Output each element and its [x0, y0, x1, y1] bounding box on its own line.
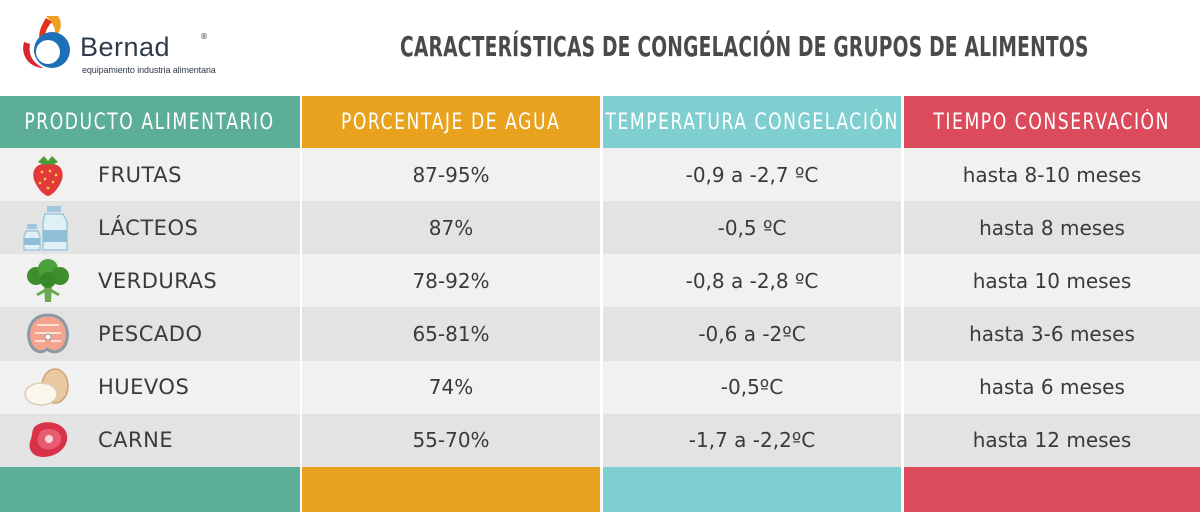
- product-label: LÁCTEOS: [98, 215, 199, 240]
- product-label: VERDURAS: [98, 268, 218, 293]
- footer-bar-conservation-time: [904, 467, 1200, 512]
- table-row: VERDURAS: [0, 254, 300, 308]
- product-label: PESCADO: [98, 322, 203, 347]
- header-water: PORCENTAJE DE AGUA: [302, 96, 600, 158]
- header-conservation-time: TIEMPO CONSERVACIÓN: [904, 96, 1200, 158]
- footer-bar-temperature: [603, 467, 901, 512]
- table-cell: -0,5 ºC: [603, 201, 901, 255]
- brand-tagline: equipamiento industria alimentaria: [82, 65, 216, 75]
- column-product: PRODUCTO ALIMENTARIO FRUTAS: [0, 96, 300, 512]
- table-cell: hasta 12 meses: [904, 413, 1200, 467]
- brand-name: Bernad: [80, 32, 171, 62]
- eggs-icon: [22, 363, 74, 411]
- table-cell: -0,6 a -2ºC: [603, 307, 901, 361]
- product-label: FRUTAS: [98, 162, 182, 187]
- product-label: HUEVOS: [98, 375, 190, 400]
- column-conservation-time: TIEMPO CONSERVACIÓN hasta 8-10 meses has…: [904, 96, 1200, 512]
- table-row: HUEVOS: [0, 360, 300, 414]
- table-cell: 78-92%: [302, 254, 600, 308]
- freezing-table: PRODUCTO ALIMENTARIO FRUTAS: [0, 96, 1200, 512]
- bernad-logo-icon: [23, 16, 70, 68]
- fish-steak-icon: [22, 310, 74, 358]
- table-cell: hasta 8 meses: [904, 201, 1200, 255]
- table-cell: 74%: [302, 360, 600, 414]
- table-cell: -0,8 a -2,8 ºC: [603, 254, 901, 308]
- table-cell: -0,5ºC: [603, 360, 901, 414]
- brand-logo: Bernad ® equipamiento industria alimenta…: [16, 10, 216, 82]
- column-water: PORCENTAJE DE AGUA 87-95% 87% 78-92% 65-…: [302, 96, 600, 512]
- table-cell: hasta 8-10 meses: [904, 148, 1200, 202]
- table-cell: -0,9 a -2,7 ºC: [603, 148, 901, 202]
- registered-mark: ®: [200, 32, 208, 41]
- product-label: CARNE: [98, 428, 174, 453]
- table-cell: 65-81%: [302, 307, 600, 361]
- table-cell: -1,7 a -2,2ºC: [603, 413, 901, 467]
- table-row: FRUTAS: [0, 148, 300, 202]
- table-cell: hasta 6 meses: [904, 360, 1200, 414]
- table-cell: 87%: [302, 201, 600, 255]
- header-temperature: TEMPERATURA CONGELACIÓN: [603, 96, 901, 158]
- header-product: PRODUCTO ALIMENTARIO: [0, 96, 300, 158]
- meat-steak-icon: [22, 416, 74, 464]
- table-cell: hasta 3-6 meses: [904, 307, 1200, 361]
- table-cell: 55-70%: [302, 413, 600, 467]
- milk-bottles-icon: [22, 204, 74, 252]
- table-row: LÁCTEOS: [0, 201, 300, 255]
- table-row: CARNE: [0, 413, 300, 467]
- column-temperature: TEMPERATURA CONGELACIÓN -0,9 a -2,7 ºC -…: [603, 96, 901, 512]
- table-cell: 87-95%: [302, 148, 600, 202]
- broccoli-icon: [22, 257, 74, 305]
- page-title: CARACTERÍSTICAS DE CONGELACIÓN DE GRUPOS…: [400, 30, 1089, 63]
- table-row: PESCADO: [0, 307, 300, 361]
- table-cell: hasta 10 meses: [904, 254, 1200, 308]
- strawberry-icon: [22, 151, 74, 199]
- footer-bar-water: [302, 467, 600, 512]
- footer-bar-product: [0, 467, 300, 512]
